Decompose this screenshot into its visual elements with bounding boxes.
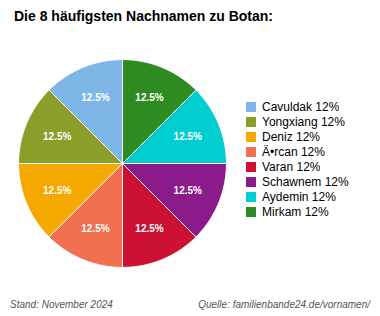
html-text:Yongxiang 12%: Yongxiang 12% <box>262 114 345 129</box>
svg-text:12.5%: 12.5% <box>81 222 109 233</box>
html-text:Cavuldak 12%: Cavuldak 12% <box>262 99 340 114</box>
html-text:Mirkam 12%: Mirkam 12% <box>262 204 329 219</box>
svg-text:12.5%: 12.5% <box>81 92 109 103</box>
html-text:Schawnem 12%: Schawnem 12% <box>262 174 349 189</box>
svg-text:12.5%: 12.5% <box>43 130 71 141</box>
svg-text:12.5%: 12.5% <box>43 184 71 195</box>
html-text:Ä•rcan 12%: Ä•rcan 12% <box>262 144 325 159</box>
html-text:Varan 12%: Varan 12% <box>262 159 321 174</box>
svg-text:12.5%: 12.5% <box>135 92 163 103</box>
svg-text:12.5%: 12.5% <box>174 130 202 141</box>
html-text:Die 8 häufigsten Nachnamen zu: Die 8 häufigsten Nachnamen zu Botan: <box>14 8 273 24</box>
html-text:Stand: November 2024: Stand: November 2024 <box>10 299 113 310</box>
svg-text:12.5%: 12.5% <box>174 184 202 195</box>
html-text:Aydemin 12%: Aydemin 12% <box>262 189 336 204</box>
html-text:Quelle: familienbande24.de/vor: Quelle: familienbande24.de/vornamen/ <box>198 299 370 310</box>
svg-text:12.5%: 12.5% <box>135 222 163 233</box>
html-text:Deniz 12%: Deniz 12% <box>262 129 320 144</box>
